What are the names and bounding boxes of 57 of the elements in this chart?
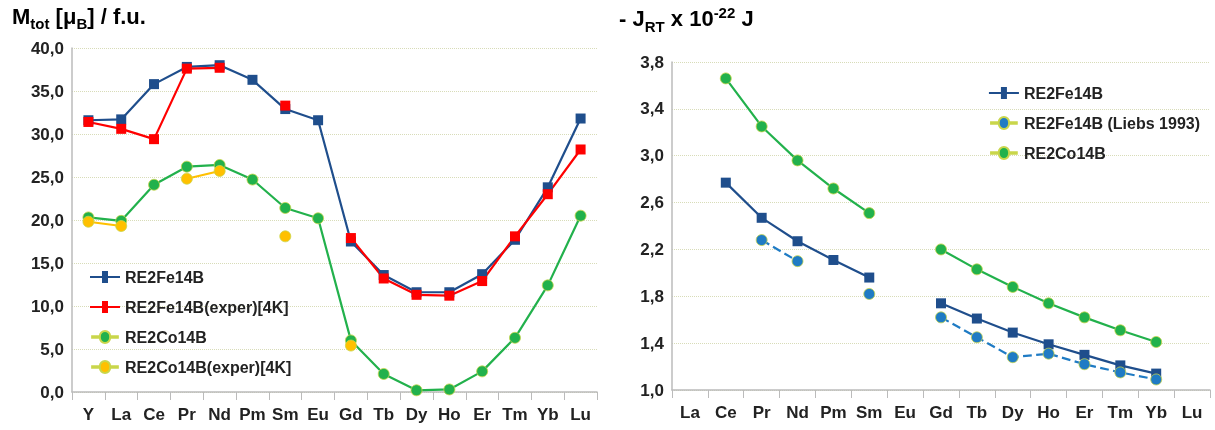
y-tick-label: 10,0 — [30, 296, 64, 316]
y-tick-label: 3,0 — [640, 146, 664, 166]
legend-label: RE2Fe14B — [1023, 84, 1104, 102]
y-tick-label: 35,0 — [30, 81, 64, 101]
x-tick-label: Pm — [239, 405, 266, 424]
x-tick-label: Tb — [373, 405, 395, 424]
x-tick-label: Y — [82, 405, 95, 424]
legend-label: RE2Fe14B(exper)[4K] — [125, 298, 289, 316]
x-tick-label: Dy — [405, 405, 428, 424]
x-tick-label: Eu — [307, 405, 329, 424]
y-tick-label: 40,0 — [30, 38, 64, 58]
x-tick-label: Gd — [929, 403, 953, 422]
legend-label: RE2Co14B(exper)[4K] — [125, 358, 292, 376]
x-tick-label: Pr — [177, 405, 197, 424]
x-tick-label: Lu — [570, 405, 591, 424]
y-tick-label: 3,8 — [640, 52, 664, 72]
y-axis-title: - J$_{RT}$ x 10$^{-22}$ J — [619, 4, 754, 35]
x-tick-label: Er — [1075, 403, 1094, 422]
y-tick-label: 1,0 — [640, 380, 664, 400]
y-tick-label: 3,4 — [640, 99, 665, 119]
x-tick-label: Nd — [208, 405, 231, 424]
x-tick-label: Yb — [536, 405, 559, 424]
x-tick-label: Tm — [1107, 403, 1134, 422]
y-tick-label: 1,4 — [640, 333, 665, 353]
x-tick-label: Gd — [339, 405, 363, 424]
x-tick-label: Ho — [438, 405, 461, 424]
y-tick-label: 5,0 — [40, 339, 64, 359]
y-tick-label: 25,0 — [30, 167, 64, 187]
x-tick-label: Tb — [966, 403, 988, 422]
y-tick-label: 20,0 — [30, 210, 64, 230]
x-tick-label: Yb — [1145, 403, 1168, 422]
y-tick-label: 2,6 — [640, 193, 664, 213]
y-tick-label: 1,8 — [640, 286, 664, 306]
x-tick-label: Pm — [820, 403, 847, 422]
x-tick-label: Ho — [1037, 403, 1060, 422]
x-tick-label: La — [680, 403, 701, 422]
y-axis-title: M$_{tot}$ [μ$_{B}$] / f.u. — [12, 4, 146, 33]
x-tick-label: Ce — [714, 403, 737, 422]
y-tick-label: 0,0 — [40, 382, 64, 402]
legend-label: RE2Co14B — [1023, 144, 1106, 162]
x-tick-label: Ce — [143, 405, 165, 424]
x-tick-label: Er — [473, 405, 492, 424]
legend-label: RE2Fe14B — [125, 268, 205, 286]
x-tick-label: Eu — [894, 403, 916, 422]
x-tick-label: Lu — [1181, 403, 1203, 422]
y-tick-label: 2,2 — [640, 239, 664, 259]
x-tick-label: La — [111, 405, 132, 424]
x-tick-label: Sm — [856, 403, 883, 422]
x-tick-label: Sm — [272, 405, 299, 424]
legend-label: RE2Fe14B (Liebs 1993) — [1023, 114, 1200, 132]
x-tick-label: Tm — [502, 405, 528, 424]
x-tick-label: Pr — [752, 403, 772, 422]
y-tick-label: 30,0 — [30, 124, 64, 144]
x-tick-label: Dy — [1001, 403, 1025, 422]
x-tick-label: Nd — [786, 403, 809, 422]
y-tick-label: 15,0 — [30, 253, 64, 273]
legend-label: RE2Co14B — [125, 328, 207, 346]
